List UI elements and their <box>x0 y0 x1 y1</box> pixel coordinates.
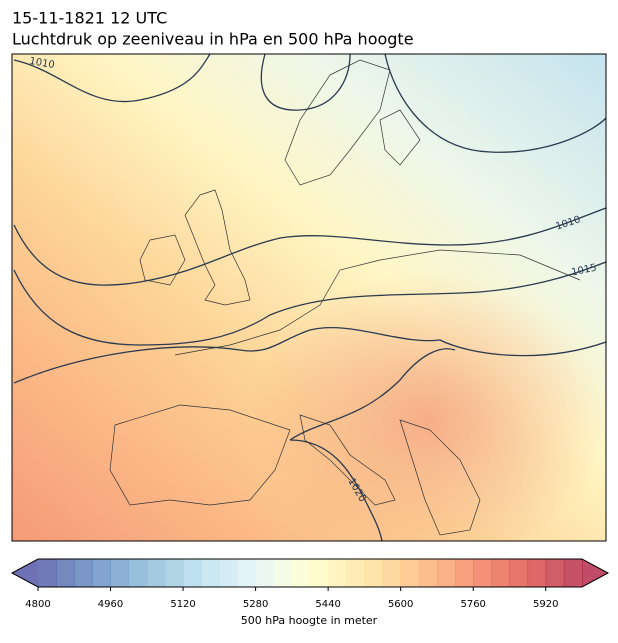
colorbar-segment <box>164 559 184 587</box>
colorbar-extend-high <box>582 559 608 587</box>
colorbar-segment <box>128 559 148 587</box>
coastlines <box>109 59 581 536</box>
colorbar-segment <box>436 559 456 587</box>
colorbar-segment <box>473 559 492 587</box>
colorbar-segment <box>455 559 474 587</box>
colorbar: 4800 4960 5120 5280 5440 5600 5760 5920 <box>10 558 610 610</box>
colorbar-tick-label: 5280 <box>243 599 268 610</box>
title-line-2: Luchtdruk op zeeniveau in hPa en 500 hPa… <box>12 30 414 49</box>
colorbar-segment <box>56 559 75 587</box>
colorbar-segment <box>563 559 583 587</box>
colorbar-segment <box>364 559 384 587</box>
colorbar-extend-low <box>12 559 38 587</box>
colorbar-segment <box>545 559 565 587</box>
colorbar-segment <box>509 559 529 587</box>
colorbar-segment <box>38 559 57 587</box>
colorbar-segment <box>201 559 220 587</box>
colorbar-segment <box>418 559 438 587</box>
colorbar-segment <box>183 559 202 587</box>
isobars <box>13 54 606 541</box>
colorbar-segment <box>273 559 293 587</box>
colorbar-tick-label: 5440 <box>315 599 340 610</box>
colorbar-tick-label: 4800 <box>25 599 50 610</box>
map: 1010 1010 1015 1020 <box>12 54 606 541</box>
colorbar-segment <box>110 559 130 587</box>
title-line-1: 15-11-1821 12 UTC <box>12 9 167 28</box>
colorbar-segment <box>92 559 112 587</box>
colorbar-segment <box>219 559 238 587</box>
colorbar-segment <box>310 559 329 587</box>
colorbar-segment <box>255 559 275 587</box>
colorbar-tick-label: 4960 <box>98 599 123 610</box>
colorbar-segment <box>382 559 402 587</box>
contour-label: 1015 <box>571 262 598 278</box>
colorbar-segment <box>491 559 510 587</box>
colorbar-segment <box>74 559 93 587</box>
contour-label: 1010 <box>28 56 55 71</box>
height-field-max <box>12 54 606 541</box>
colorbar-segment <box>146 559 166 587</box>
colorbar-segment <box>237 559 257 587</box>
colorbar-tick-label: 5600 <box>388 599 413 610</box>
colorbar-tick-label: 5120 <box>170 599 195 610</box>
colorbar-segment <box>291 559 311 587</box>
colorbar-segment <box>400 559 420 587</box>
colorbar-outline <box>10 558 610 588</box>
colorbar-tick-label: 5760 <box>460 599 485 610</box>
colorbar-segment <box>346 559 365 587</box>
map-frame <box>11 53 607 542</box>
colorbar-label: 500 hPa hoogte in meter <box>241 614 378 627</box>
colorbar-segment <box>328 559 347 587</box>
colorbar-tick-label: 5920 <box>533 599 558 610</box>
colorbar-segment <box>527 559 547 587</box>
